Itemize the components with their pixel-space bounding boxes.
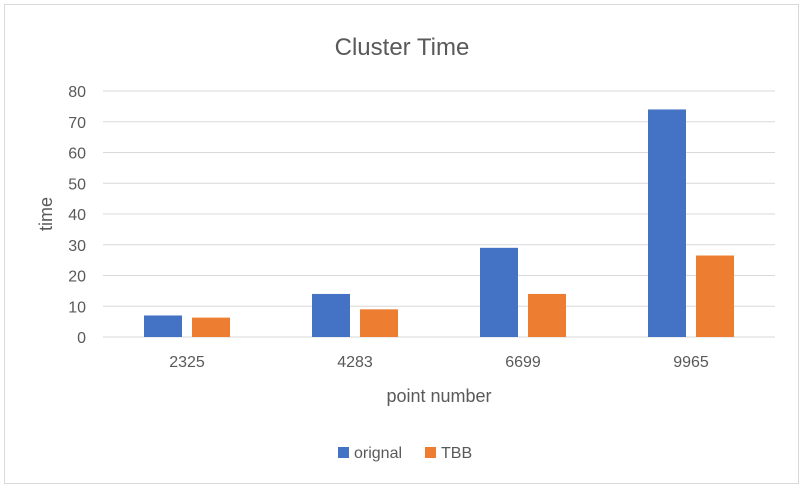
x-tick-labels: 2325 4283 6699 9965 <box>169 354 709 371</box>
x-tick-label: 6699 <box>505 354 541 371</box>
y-tick-label: 60 <box>68 146 86 163</box>
bars <box>144 109 734 337</box>
bar-orignal-4283 <box>312 293 350 337</box>
x-tick-label: 4283 <box>337 354 373 371</box>
legend: orignal TBB <box>338 445 472 462</box>
legend-label: TBB <box>441 445 472 462</box>
x-axis-title: point number <box>386 386 491 406</box>
x-tick-label: 9965 <box>673 354 709 371</box>
legend-swatch <box>338 447 349 458</box>
y-tick-label: 10 <box>68 299 86 316</box>
y-tick-label: 30 <box>68 238 86 255</box>
y-tick-label: 0 <box>77 330 86 347</box>
x-tick-label: 2325 <box>169 354 205 371</box>
y-tick-label: 50 <box>68 176 86 193</box>
bar-orignal-6699 <box>480 247 518 337</box>
legend-swatch <box>425 447 436 458</box>
y-tick-label: 20 <box>68 269 86 286</box>
y-tick-label: 80 <box>68 84 86 101</box>
y-tick-label: 40 <box>68 207 86 224</box>
bar-tbb-4283 <box>360 309 398 337</box>
bar-orignal-2325 <box>144 315 182 337</box>
y-tick-label: 70 <box>68 115 86 132</box>
chart-title: Cluster Time <box>335 34 470 61</box>
y-tick-labels: 0 10 20 30 40 50 60 70 80 <box>68 84 86 347</box>
bar-tbb-6699 <box>528 293 566 337</box>
bar-orignal-9965 <box>648 109 686 337</box>
bar-tbb-9965 <box>696 255 734 337</box>
legend-label: orignal <box>354 445 402 462</box>
y-axis-title: time <box>36 197 56 231</box>
bar-tbb-2325 <box>192 317 230 337</box>
